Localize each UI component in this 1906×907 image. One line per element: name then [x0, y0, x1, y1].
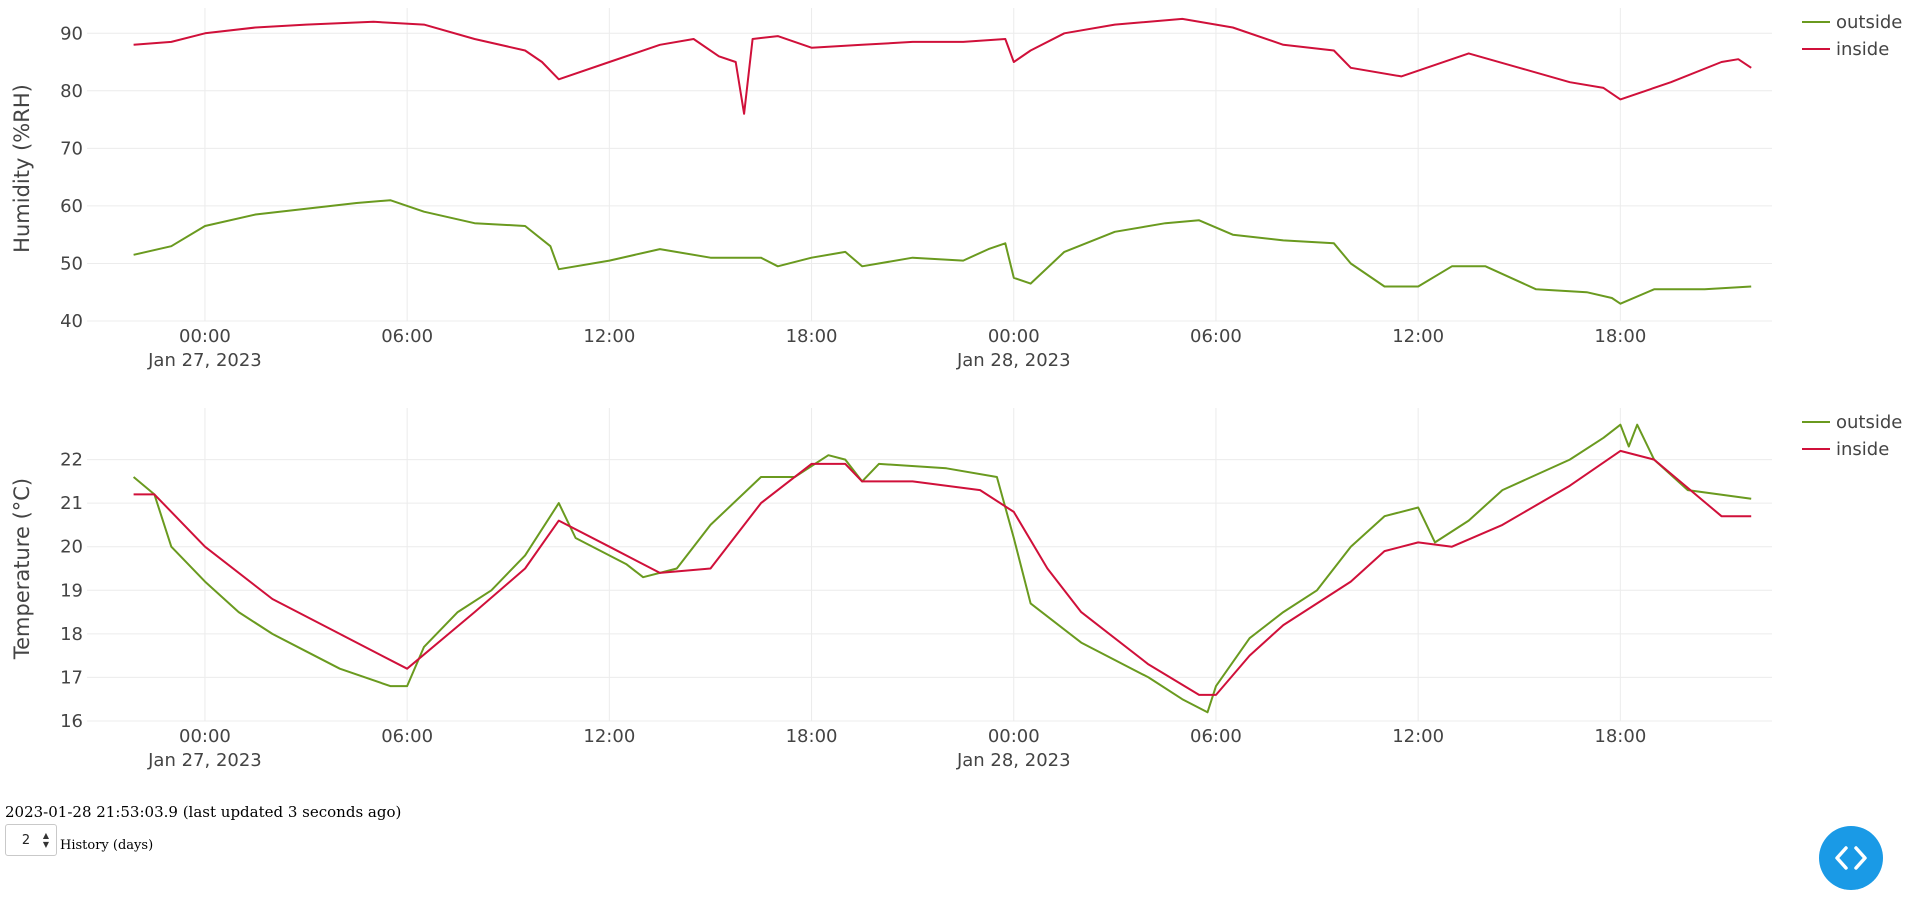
x-tick-label: 06:00	[381, 726, 433, 747]
y-tick-label: 60	[60, 196, 83, 217]
history-control: 2 ▲ ▼ History (days)	[5, 824, 153, 856]
series-line-inside	[133, 449, 1752, 696]
x-tick-label: 18:00	[1594, 726, 1646, 747]
legend-label-inside: inside	[1836, 439, 1889, 460]
grid	[87, 408, 1772, 722]
x-tick-label: 18:00	[786, 726, 838, 747]
y-tick-label: 90	[60, 23, 83, 44]
code-icon	[1835, 846, 1867, 870]
y-tick-label: 21	[60, 493, 83, 514]
series-line-inside	[133, 17, 1752, 115]
y-axis-title: Humidity (%RH)	[10, 84, 34, 253]
x-tick-label: 18:00	[1594, 326, 1646, 347]
x-tick-label: 00:00	[988, 326, 1040, 347]
history-days-label: History (days)	[60, 837, 154, 853]
x-tick-label: 12:00	[1392, 726, 1444, 747]
y-tick-label: 70	[60, 138, 83, 159]
y-tick-label: 18	[60, 624, 83, 645]
x-tick-date-label: Jan 27, 2023	[147, 750, 262, 771]
stepper-arrows: ▲ ▼	[40, 831, 52, 849]
history-days-value[interactable]: 2	[21, 832, 31, 848]
x-tick-label: 12:00	[583, 326, 635, 347]
chevron-down-icon[interactable]: ▼	[42, 840, 50, 849]
last-updated-status: 2023-01-28 21:53:03.9 (last updated 3 se…	[5, 803, 402, 821]
x-tick-label: 00:00	[179, 326, 231, 347]
x-tick-label: 18:00	[786, 326, 838, 347]
series-line-outside	[132, 423, 1752, 714]
y-tick-label: 22	[60, 450, 83, 471]
y-tick-label: 19	[60, 580, 83, 601]
y-tick-label: 20	[60, 537, 83, 558]
x-tick-label: 06:00	[381, 326, 433, 347]
series-group	[132, 423, 1752, 714]
y-tick-label: 50	[60, 253, 83, 274]
x-tick-date-label: Jan 28, 2023	[956, 350, 1071, 371]
chevron-up-icon[interactable]: ▲	[42, 831, 50, 840]
legend: outside inside	[1802, 412, 1902, 460]
x-tick-label: 00:00	[988, 726, 1040, 747]
x-tick-date-label: Jan 27, 2023	[147, 350, 262, 371]
legend-label-inside: inside	[1836, 39, 1889, 60]
grid	[87, 8, 1772, 322]
y-tick-label: 80	[60, 81, 83, 102]
humidity-chart[interactable]: 40 50 60 70 80 90 00:00 Jan 27, 2023 06:00 12:00 1…	[0, 0, 1906, 380]
x-tick-label: 06:00	[1190, 326, 1242, 347]
x-tick-label: 12:00	[583, 726, 635, 747]
y-axis-title: Temperature (°C)	[10, 478, 34, 660]
y-tick-label: 16	[60, 711, 83, 732]
series-group	[133, 17, 1752, 305]
history-days-stepper[interactable]: 2 ▲ ▼	[5, 824, 57, 856]
chart-svg-1: 16 17 18 19 20 21 22 00:00 Jan 27, 2023 06:00 12:0…	[10, 408, 1902, 771]
y-tick-label: 40	[60, 311, 83, 332]
temperature-chart[interactable]: 16 17 18 19 20 21 22 00:00 Jan 27, 2023 06:00 12:0…	[0, 400, 1906, 780]
x-tick-label: 12:00	[1392, 326, 1444, 347]
legend-label-outside: outside	[1836, 412, 1902, 433]
x-tick-label: 00:00	[179, 726, 231, 747]
legend: outside inside	[1802, 12, 1902, 60]
x-tick-label: 06:00	[1190, 726, 1242, 747]
legend-label-outside: outside	[1836, 12, 1902, 33]
chart-svg-0: 40 50 60 70 80 90 00:00 Jan 27, 2023 06:00 12:00 1…	[10, 8, 1902, 371]
series-line-outside	[133, 199, 1752, 305]
code-toggle-button[interactable]	[1819, 826, 1883, 890]
x-tick-date-label: Jan 28, 2023	[956, 750, 1071, 771]
y-tick-label: 17	[60, 667, 83, 688]
